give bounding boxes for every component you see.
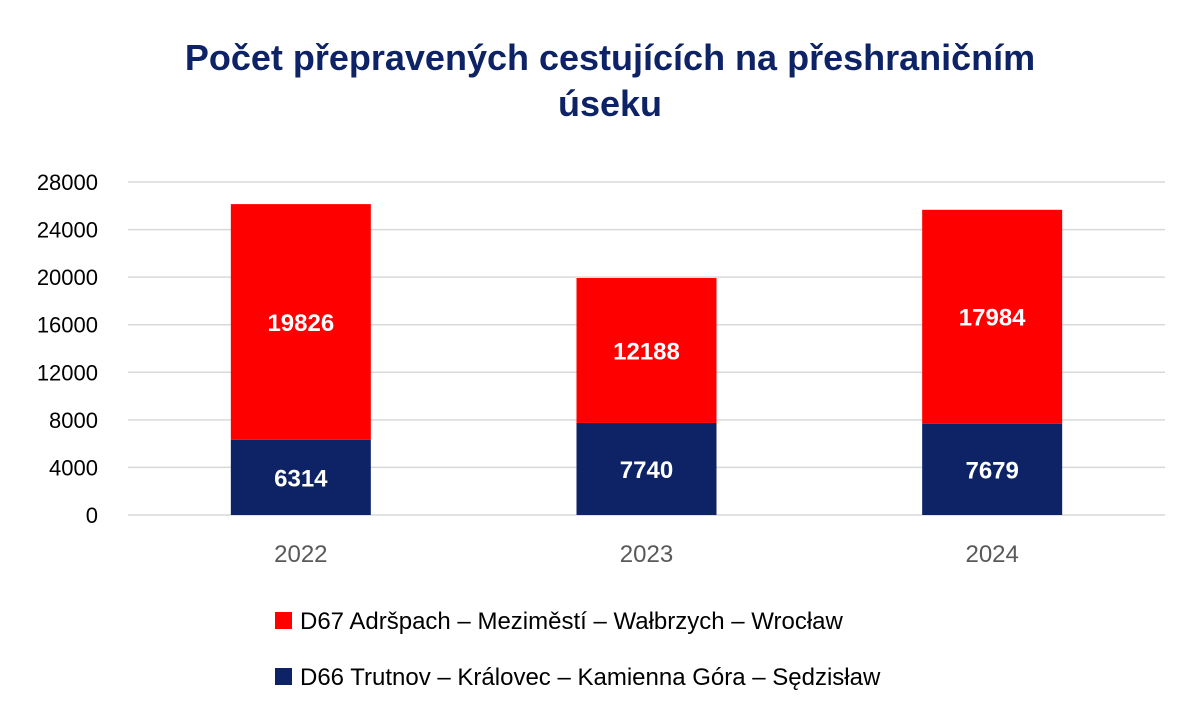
- data-labels: 6314 19826 7740 12188 7679 17984: [267, 305, 1026, 493]
- legend-label: D67 Adršpach – Meziměstí – Wałbrzych – W…: [300, 608, 844, 635]
- legend-swatch: [275, 668, 292, 685]
- data-label: 19826: [267, 310, 334, 337]
- data-label: 6314: [274, 465, 328, 492]
- y-tick-label: 24000: [37, 218, 98, 243]
- data-label: 17984: [959, 305, 1026, 332]
- bar-segment: [230, 204, 371, 440]
- x-tick-label: 2024: [965, 541, 1018, 568]
- bar-segment: [922, 423, 1063, 515]
- data-label: 7679: [965, 457, 1018, 484]
- y-tick-label: 0: [86, 503, 98, 528]
- chart-title-line: Počet přepravených cestujících na přeshr…: [185, 37, 1035, 78]
- y-tick-label: 28000: [37, 170, 98, 195]
- x-tick-label: 2023: [620, 541, 673, 568]
- bar-segment: [576, 277, 717, 423]
- bar-segment: [576, 422, 717, 515]
- bar-segment: [230, 439, 371, 515]
- data-label: 12188: [613, 338, 680, 365]
- chart-title-line: úseku: [558, 83, 662, 124]
- legend-item: D66 Trutnov – Královec – Kamienna Góra –…: [275, 664, 881, 691]
- y-tick-label: 12000: [37, 360, 98, 385]
- data-label: 7740: [620, 457, 673, 484]
- y-tick-label: 4000: [49, 455, 98, 480]
- x-axis: 2022 2023 2024: [274, 541, 1019, 568]
- x-tick-label: 2022: [274, 541, 327, 568]
- legend-swatch: [275, 612, 292, 629]
- y-tick-label: 16000: [37, 313, 98, 338]
- y-axis: 0 4000 8000 12000 16000 20000 24000 28000: [37, 170, 98, 528]
- legend-label: D66 Trutnov – Královec – Kamienna Góra –…: [300, 664, 881, 691]
- legend-item: D67 Adršpach – Meziměstí – Wałbrzych – W…: [275, 608, 844, 635]
- bars: [230, 204, 1063, 515]
- y-tick-label: 8000: [49, 408, 98, 433]
- y-tick-label: 20000: [37, 265, 98, 290]
- bar-segment: [922, 209, 1063, 424]
- chart-title: Počet přepravených cestujících na přeshr…: [185, 37, 1035, 124]
- legend: D67 Adršpach – Meziměstí – Wałbrzych – W…: [275, 608, 881, 691]
